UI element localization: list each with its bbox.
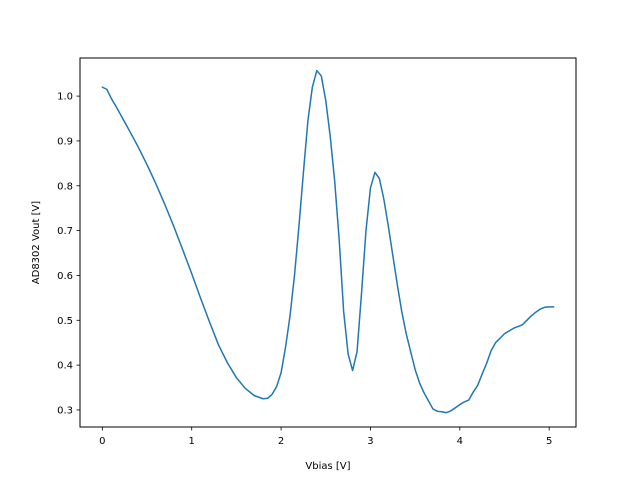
x-tick-label: 5 xyxy=(546,436,552,447)
x-tick-label: 2 xyxy=(278,436,284,447)
y-tick-label: 0.4 xyxy=(57,361,73,372)
y-axis-ticks: 0.3 0.4 0.5 0.6 0.7 0.8 0.9 1.0 xyxy=(57,92,80,416)
y-tick-label: 0.8 xyxy=(57,181,73,192)
series-layer xyxy=(101,69,555,414)
y-tick-label: 1.0 xyxy=(57,92,73,103)
y-tick-label: 0.5 xyxy=(57,316,73,327)
plot-frame xyxy=(79,57,577,428)
x-tick-label: 4 xyxy=(457,436,463,447)
series-line xyxy=(101,69,555,414)
x-tick-label: 0 xyxy=(99,436,105,447)
x-axis-title: Vbias [V] xyxy=(305,461,350,472)
x-axis-ticks: 0 1 2 3 4 5 xyxy=(99,427,552,447)
y-tick-label: 0.7 xyxy=(57,226,73,237)
y-tick-label: 0.9 xyxy=(57,136,73,147)
x-tick-label: 3 xyxy=(367,436,373,447)
y-tick-label: 0.3 xyxy=(57,405,73,416)
y-tick-label: 0.6 xyxy=(57,271,73,282)
x-tick-label: 1 xyxy=(189,436,195,447)
y-axis-title: AD8302 Vout [V] xyxy=(31,201,42,285)
